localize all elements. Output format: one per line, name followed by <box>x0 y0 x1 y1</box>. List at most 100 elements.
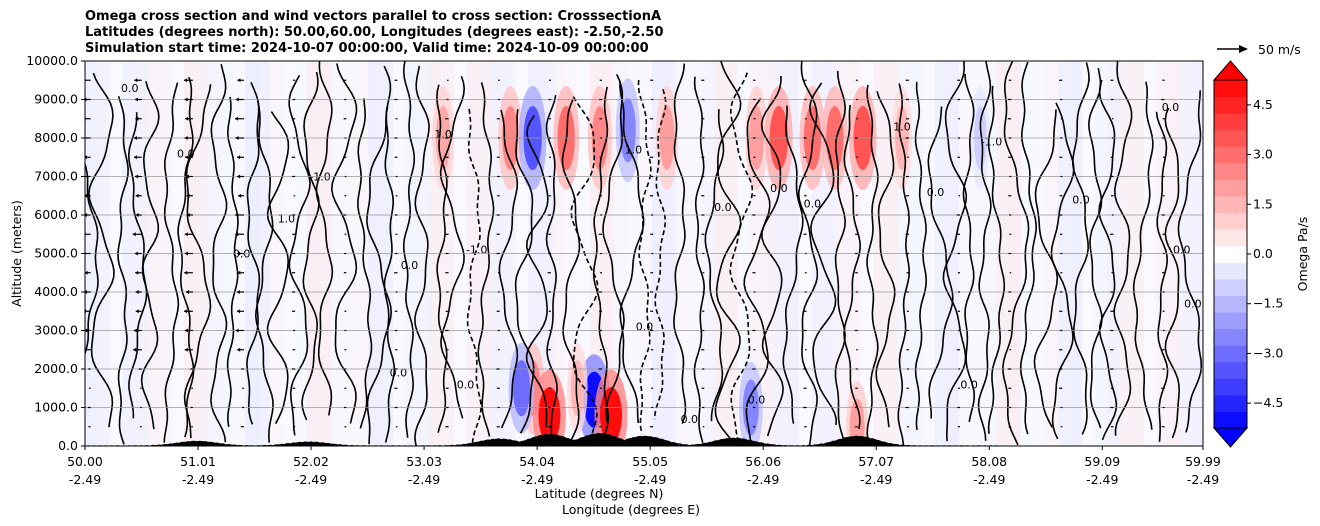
contour-line <box>714 61 742 440</box>
contour-line <box>177 76 195 438</box>
contour-line <box>545 94 558 438</box>
vector-key-label: 50 m/s <box>1258 42 1301 57</box>
contour-line <box>897 83 911 446</box>
colorbar-tick-label: −3.0 <box>1253 345 1283 360</box>
wind-vector-head <box>184 347 188 352</box>
wind-vector-head <box>236 290 240 294</box>
contour-label: 0.0 <box>714 201 732 214</box>
contour-label: 0.0 <box>1184 297 1202 310</box>
contour-line <box>1177 90 1203 433</box>
colorbar-segment <box>1214 345 1247 363</box>
contour-line <box>226 96 239 428</box>
colorbar-segment <box>1214 179 1247 197</box>
colorbar-segment <box>1214 262 1247 280</box>
contour-line <box>602 73 625 423</box>
wind-vector-head <box>184 309 188 314</box>
contour-line <box>743 98 771 441</box>
y-tick-label: 5000.0 <box>34 246 78 261</box>
contour-line <box>117 96 129 445</box>
contour-line <box>288 75 311 436</box>
contour-line <box>561 98 581 446</box>
contour-line <box>977 61 992 441</box>
wind-vector-head <box>85 270 88 275</box>
wind-vector-head <box>185 116 189 121</box>
wind-vector-head <box>135 193 139 198</box>
wind-vector-head <box>135 270 139 275</box>
x-tick-label-lat: 50.00 <box>67 454 103 469</box>
x-tick-label-lat: 55.05 <box>632 454 668 469</box>
terrain-profile <box>85 433 1203 446</box>
y-axis-label: Altitude (meters) <box>9 200 24 307</box>
contour-label: 0.0 <box>1162 101 1180 114</box>
contour-line <box>402 61 415 438</box>
contour-line <box>673 63 687 424</box>
wind-vector-head <box>185 290 189 294</box>
contour-line <box>843 104 861 430</box>
colorbar-segment <box>1214 162 1247 180</box>
contour-line <box>834 70 847 444</box>
wind-vector-head <box>184 328 188 333</box>
x-tick-label-lat: 57.07 <box>858 454 894 469</box>
x-axis: 50.00 -2.49 51.01 -2.49 52.02 -2.49 53.03 -2.49… <box>67 446 1221 517</box>
contour-label: 0.0 <box>121 82 139 95</box>
contour-line <box>1098 79 1118 441</box>
contour-line <box>1002 61 1030 446</box>
wind-vector-head <box>238 193 242 198</box>
x-tick-label-lat: 52.02 <box>293 454 329 469</box>
x-tick-label-lon: -2.49 <box>295 472 327 487</box>
omega-core <box>512 360 531 417</box>
omega-field <box>85 61 1203 446</box>
chart-title-line-2: Latitudes (degrees north): 50.00,60.00, … <box>85 25 664 40</box>
contour-label: 0.0 <box>1173 244 1191 257</box>
y-tick-label: 1000.0 <box>34 400 78 415</box>
y-tick-label: 4000.0 <box>34 284 78 299</box>
x-tick-label-lon: -2.49 <box>1086 472 1118 487</box>
x-tick-label-lon: -2.49 <box>747 472 779 487</box>
contour-line <box>366 65 393 445</box>
wind-vector-head <box>185 174 189 179</box>
contour-line <box>1088 67 1103 429</box>
colorbar-extend-min <box>1212 427 1249 448</box>
contour-label: 0.0 <box>636 321 654 334</box>
wind-vector-head <box>237 174 241 179</box>
wind-vector-head <box>186 213 190 217</box>
contour-line <box>1113 61 1133 436</box>
y-tick-label: 8000.0 <box>34 130 78 145</box>
wind-vector-head <box>133 136 137 140</box>
chart-title: Omega cross section and wind vectors par… <box>85 9 664 57</box>
wind-vector-head <box>134 251 138 256</box>
contour-line <box>1050 102 1075 440</box>
colorbar-segment <box>1214 96 1247 114</box>
contour-line <box>729 72 754 439</box>
colorbar-segment <box>1214 411 1247 429</box>
contour-label: 1.0 <box>625 143 643 156</box>
wind-vector-head <box>237 270 241 275</box>
wind-vector-head <box>235 232 239 237</box>
colorbar-tick-label: 3.0 <box>1253 147 1273 162</box>
contour-line <box>570 96 599 445</box>
contour-line <box>498 109 519 429</box>
contour-line <box>1019 61 1037 435</box>
x-tick-label-lon: -2.49 <box>973 472 1005 487</box>
colorbar-tick-label: −1.5 <box>1253 296 1283 311</box>
x-tick-label-lon: -2.49 <box>1187 472 1219 487</box>
y-axis: 0.0 1000.0 2000.0 3000.0 4000.0 5000.0 6000.0 7… <box>9 53 85 453</box>
wind-vector-head <box>184 232 188 237</box>
contour-line <box>266 111 290 424</box>
wind-vector-head <box>135 116 139 121</box>
wind-vector-head <box>184 97 188 102</box>
contour-line <box>875 90 896 428</box>
y-tick-label: 9000.0 <box>34 92 78 107</box>
contour-lines: 0.01.0-1.01.0-1.01.00.00.01.0-1.00.00.00… <box>85 61 1203 446</box>
x-tick-label-lon: -2.49 <box>182 472 214 487</box>
y-tick-label: 0.0 <box>58 438 78 453</box>
contour-label: 0.0 <box>804 197 822 210</box>
contour-label: 0.0 <box>927 186 945 199</box>
wind-vector-head <box>235 328 239 333</box>
colorbar-tick-label: −4.5 <box>1253 395 1283 410</box>
contour-line <box>140 80 160 430</box>
chart-title-line-1: Omega cross section and wind vectors par… <box>85 9 662 24</box>
contour-line <box>85 82 99 356</box>
contour-line <box>254 100 274 443</box>
contour-line <box>987 85 1006 434</box>
